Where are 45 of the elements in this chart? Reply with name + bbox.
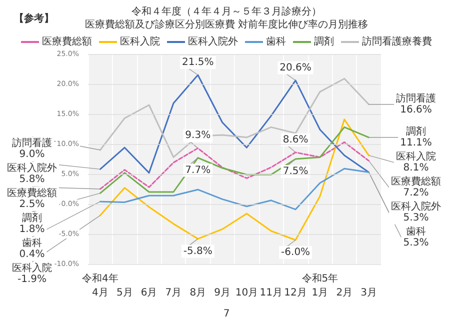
x-tick-label: 7月 [165,288,182,298]
line-series [99,168,370,210]
data-label: 8.6% [282,134,308,146]
data-label: 医科入院 8.1% [396,150,436,174]
line-series [99,118,370,241]
data-label: 21.5% [182,57,214,68]
legend-label: 医科入院 [120,36,160,48]
data-label: 調剤 1.8% [19,212,45,235]
data-label: 医療費総額 7.2% [391,175,441,198]
data-label: 7.5% [282,166,308,177]
x-tick-label: 3月 [360,288,377,298]
x-tick-label: 2月 [336,288,353,298]
chart-subtitle: 医療費総額及び診療区分別医療費 対前年度比伸び率の月別推移 [84,18,368,30]
data-label: 調剤 11.1% [400,125,432,148]
legend-label: 調剤 [314,36,334,48]
x-tick-label: 9月 [214,288,230,298]
data-label: 歯科 5.3% [403,225,429,248]
data-label: 医療費総額 2.5% [7,187,57,210]
legend-label: 医療費総額 [42,36,92,48]
line-series [99,141,370,190]
data-label: -5.8% [183,246,212,257]
x-tick-label: 6月 [140,288,158,298]
x-tick-label: 8月 [190,288,206,298]
text: 7 [223,308,230,320]
line-series [99,74,370,174]
x-tick-label: 令和4年 4月 [82,272,118,298]
chart-title: 令和４年度（４年４月～５年３月診療分） [132,6,322,18]
legend-label: 歯科 [266,36,286,48]
legend-label: 訪問看護療養費 [362,36,432,48]
x-tick-label: 5月 [116,288,133,298]
data-label: 7.7% [185,164,211,176]
data-label: 医科入院外 5.8% [7,162,57,185]
text: 【参考】 [14,12,54,24]
data-label: 歯科 0.4% [19,237,45,260]
data-label: 20.6% [280,62,312,74]
legend-label: 医科入院外 [188,36,238,48]
data-label: 訪問看護 16.6% [396,92,436,116]
data-label: 訪問看護 9.0% [12,137,52,160]
x-tick-label: 11月 [260,288,282,298]
data-label: 医科入院外 5.3% [391,200,441,224]
data-label: 医科入院 -1.9% [12,262,52,285]
line-series [99,78,370,158]
x-tick-label: 10月 [235,288,258,298]
data-label: -6.0% [281,247,310,258]
line-series [99,126,370,194]
